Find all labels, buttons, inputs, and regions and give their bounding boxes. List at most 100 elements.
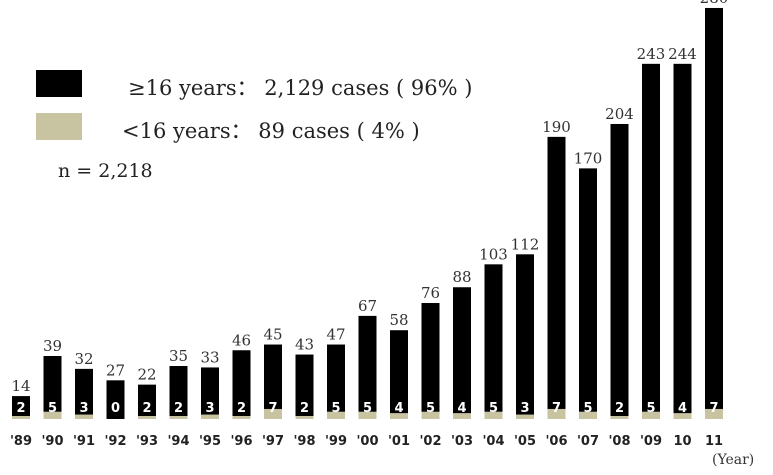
- x-tick-label-93: '93: [136, 434, 158, 449]
- bar-adult-96: [232, 350, 251, 417]
- bar-adult-99: [327, 344, 345, 412]
- x-tick-label-00: '00: [356, 434, 378, 449]
- bar-child-06: [547, 408, 566, 419]
- value-label-adult-04: 103: [479, 245, 508, 263]
- legend-label-adult: ≥16 years： 2,129 cases ( 96% ): [128, 76, 473, 100]
- bar-child-95: [201, 414, 219, 419]
- bar-child-96: [232, 416, 251, 419]
- x-tick-label-03: '03: [451, 434, 473, 449]
- bar-child-08: [610, 416, 629, 419]
- x-tick-label-07: '07: [577, 434, 599, 449]
- value-label-adult-99: 47: [326, 326, 345, 344]
- bar-adult-91: [75, 368, 93, 415]
- value-label-child-89: 2: [16, 401, 25, 416]
- bar-adult-89: [12, 396, 30, 417]
- value-label-adult-07: 170: [574, 149, 603, 167]
- value-label-adult-03: 88: [452, 268, 471, 286]
- bar-adult-06: [547, 136, 566, 409]
- legend-swatch-child: [36, 113, 82, 140]
- value-label-adult-91: 32: [74, 350, 93, 368]
- x-tick-label-98: '98: [293, 434, 315, 449]
- value-label-adult-94: 35: [169, 347, 188, 365]
- bar-adult-07: [579, 168, 597, 412]
- bar-adult-05: [516, 254, 534, 415]
- value-label-adult-11: 280: [700, 0, 729, 7]
- value-label-adult-97: 45: [263, 326, 282, 344]
- legend-label-child: <16 years： 89 cases ( 4% ): [122, 119, 420, 143]
- bar-child-11: [705, 408, 723, 419]
- value-label-adult-09: 243: [637, 45, 666, 63]
- x-tick-label-96: '96: [230, 434, 252, 449]
- bars-group: [12, 7, 723, 419]
- bar-adult-98: [295, 354, 314, 417]
- value-label-adult-90: 39: [43, 337, 62, 355]
- bar-child-91: [75, 414, 93, 419]
- value-label-adult-96: 46: [232, 331, 251, 349]
- bar-adult-08: [610, 123, 629, 417]
- value-label-child-08: 2: [615, 401, 624, 416]
- value-label-adult-06: 190: [542, 118, 571, 136]
- bar-adult-90: [43, 355, 62, 412]
- value-label-adult-08: 204: [605, 105, 634, 123]
- bar-adult-01: [390, 330, 408, 414]
- bar-adult-00: [358, 315, 377, 412]
- x-tick-label-10: 10: [673, 434, 691, 449]
- value-label-child-03: 4: [457, 401, 466, 416]
- x-tick-label-08: '08: [608, 434, 630, 449]
- bar-child-89: [12, 416, 30, 419]
- value-label-child-04: 5: [489, 401, 498, 416]
- bar-child-02: [421, 411, 440, 419]
- bar-child-93: [138, 416, 156, 419]
- x-tick-label-97: '97: [262, 434, 284, 449]
- value-label-child-92: 0: [111, 401, 120, 416]
- value-label-child-93: 2: [142, 401, 151, 416]
- value-label-adult-89: 14: [11, 377, 30, 395]
- sample-size-label: n = 2,218: [58, 160, 153, 182]
- bar-child-05: [516, 414, 534, 419]
- x-tick-label-99: '99: [325, 434, 347, 449]
- value-label-adult-95: 33: [200, 348, 219, 366]
- value-label-child-95: 3: [205, 401, 214, 416]
- bar-adult-03: [453, 287, 471, 414]
- bar-child-10: [673, 413, 692, 419]
- x-axis-unit: (Year): [712, 452, 755, 468]
- value-label-child-00: 5: [363, 401, 372, 416]
- bar-child-90: [43, 411, 62, 419]
- bar-adult-09: [642, 63, 660, 412]
- value-label-child-99: 5: [331, 401, 340, 416]
- value-label-child-96: 2: [237, 401, 246, 416]
- x-tick-label-92: '92: [104, 434, 126, 449]
- value-label-adult-00: 67: [358, 297, 377, 315]
- bar-child-04: [484, 411, 503, 419]
- bar-child-09: [642, 411, 660, 419]
- value-label-child-07: 5: [583, 401, 592, 416]
- value-label-adult-92: 27: [106, 361, 125, 379]
- bar-adult-92: [106, 380, 125, 419]
- x-tick-label-95: '95: [199, 434, 221, 449]
- x-tick-label-05: '05: [514, 434, 536, 449]
- value-label-child-02: 5: [426, 401, 435, 416]
- x-tick-label-04: '04: [482, 434, 504, 449]
- x-tick-label-90: '90: [41, 434, 63, 449]
- x-tick-label-91: '91: [73, 434, 95, 449]
- value-label-child-05: 3: [520, 401, 529, 416]
- bar-adult-10: [673, 63, 692, 414]
- labels-group: 142'89395'90323'91270'92222'93352'94333'…: [10, 0, 728, 449]
- value-label-adult-93: 22: [137, 366, 156, 384]
- bar-adult-02: [421, 302, 440, 412]
- x-tick-label-11: 11: [705, 434, 723, 449]
- x-tick-label-02: '02: [419, 434, 441, 449]
- value-label-child-11: 7: [709, 401, 718, 416]
- value-label-child-90: 5: [48, 401, 57, 416]
- value-label-child-91: 3: [79, 401, 88, 416]
- bar-adult-97: [264, 344, 282, 409]
- value-label-child-10: 4: [678, 401, 687, 416]
- value-label-child-94: 2: [174, 401, 183, 416]
- value-label-child-01: 4: [394, 401, 403, 416]
- bar-adult-93: [138, 384, 156, 417]
- value-label-adult-02: 76: [421, 284, 440, 302]
- bar-child-97: [264, 408, 282, 419]
- value-label-adult-10: 244: [668, 45, 697, 63]
- bar-child-01: [390, 413, 408, 419]
